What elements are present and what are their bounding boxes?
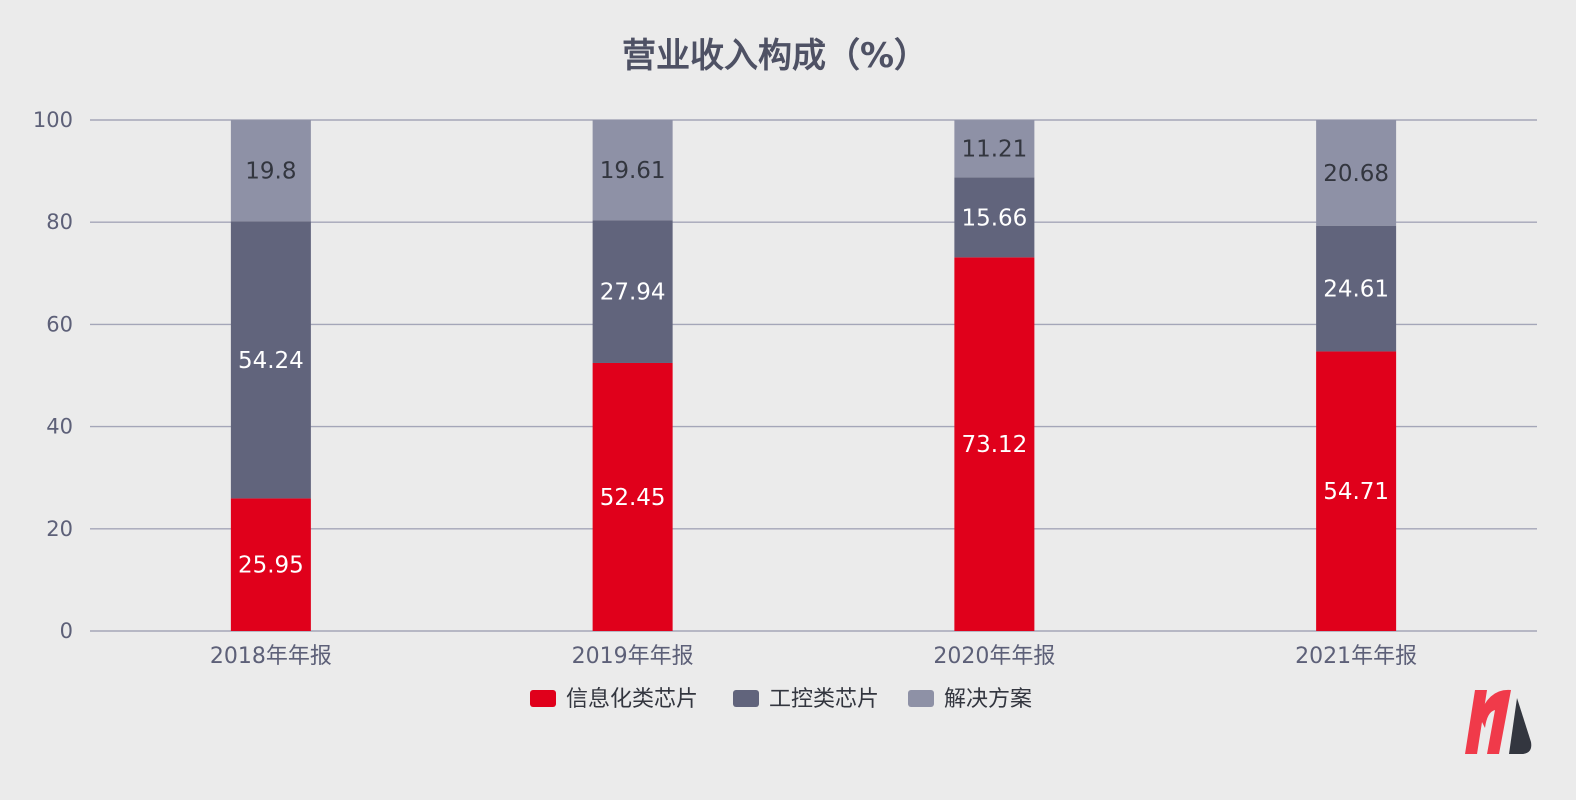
- data-label: 27.94: [600, 280, 666, 306]
- bars: 25.95 54.24 19.8 52.45 27.94 19.61 73.12 15.66 1…: [230, 120, 1397, 631]
- bar-segment: [230, 120, 311, 222]
- y-tick-label: 20: [46, 517, 73, 541]
- brand-logo-icon: [1465, 689, 1532, 754]
- bar-segment: [592, 120, 673, 221]
- data-label: 11.21: [961, 137, 1027, 163]
- legend-swatch: [530, 690, 556, 707]
- data-label: 15.66: [961, 205, 1027, 231]
- bar-segment: [230, 221, 311, 499]
- x-tick-label: 2021年年报: [1295, 644, 1417, 669]
- grid: [90, 119, 1537, 632]
- y-tick-label: 40: [46, 415, 73, 439]
- data-label: 54.71: [1323, 479, 1389, 505]
- data-label: 52.45: [600, 485, 666, 511]
- bar-segment: [954, 120, 1035, 178]
- logo-left-stroke-icon: [1465, 690, 1487, 754]
- logo-right-stroke-icon: [1509, 698, 1532, 754]
- x-tick-label: 2018年年报: [210, 644, 332, 669]
- y-tick-label: 60: [46, 312, 73, 336]
- y-tick-label: 0: [60, 619, 73, 643]
- data-label: 19.61: [600, 158, 666, 184]
- bar-segment: [1316, 225, 1397, 352]
- data-label: 19.8: [245, 159, 296, 185]
- data-label: 25.95: [238, 553, 304, 579]
- x-tick-label: 2020年年报: [933, 644, 1055, 669]
- legend: 信息化类芯片 工控类芯片 解决方案: [530, 687, 1032, 712]
- legend-swatch: [908, 690, 934, 707]
- bar-segment: [954, 257, 1035, 631]
- bar-segment: [1316, 351, 1397, 631]
- data-label: 20.68: [1323, 161, 1389, 187]
- bar-segment: [592, 362, 673, 631]
- data-label: 73.12: [961, 432, 1027, 458]
- y-tick-label: 80: [46, 210, 73, 234]
- chart-title: 营业收入构成（%）: [622, 36, 928, 76]
- bar-segment: [1316, 120, 1397, 226]
- logo-middle-stroke-icon: [1479, 689, 1511, 754]
- legend-label: 工控类芯片: [769, 687, 879, 712]
- x-tick-label: 2019年年报: [572, 644, 694, 669]
- bar-segment: [592, 220, 673, 363]
- y-axis: 0 20 40 60 80 100: [33, 108, 73, 643]
- legend-label: 信息化类芯片: [566, 687, 698, 712]
- data-label: 24.61: [1323, 277, 1389, 303]
- legend-swatch: [733, 690, 759, 707]
- bar-segment: [230, 498, 311, 631]
- bar-segment: [954, 177, 1035, 258]
- x-axis: 2018年年报 2019年年报 2020年年报 2021年年报: [210, 644, 1417, 669]
- y-tick-label: 100: [33, 108, 73, 132]
- legend-label: 解决方案: [944, 687, 1032, 712]
- data-label: 54.24: [238, 348, 304, 374]
